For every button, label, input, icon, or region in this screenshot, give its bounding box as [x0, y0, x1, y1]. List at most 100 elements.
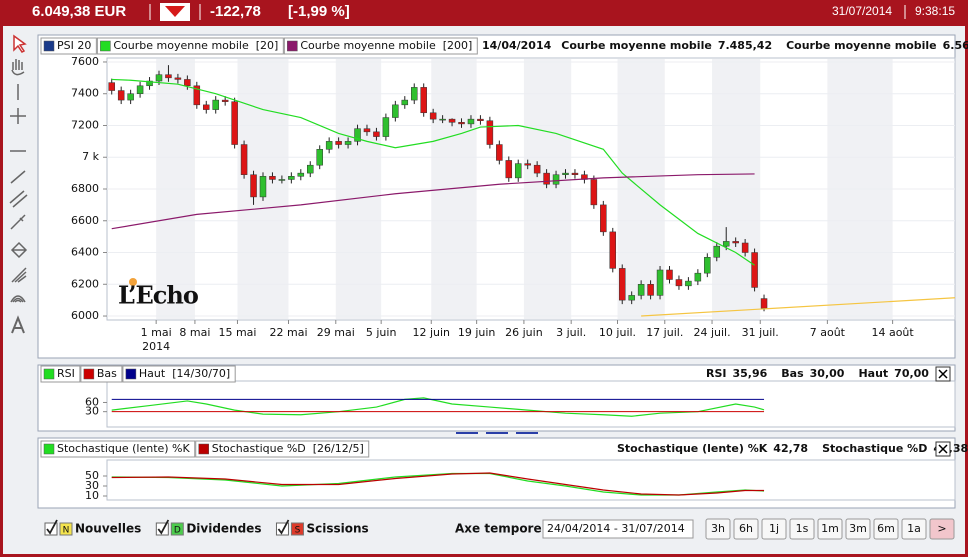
candle-body [666, 269, 673, 280]
candle-body [496, 144, 503, 161]
range-button[interactable] [761, 518, 787, 540]
checkbox-label[interactable]: Dividendes [186, 522, 261, 536]
candle-body [335, 141, 342, 145]
legend-swatch [125, 368, 137, 380]
x-tick-label: 31 juil. [742, 326, 779, 339]
candle-body [127, 93, 134, 101]
candle-body [533, 164, 541, 174]
candle-body [288, 176, 295, 180]
range-button-label[interactable]: 6h [739, 522, 753, 535]
time-axis-input[interactable] [542, 519, 694, 539]
tool-arc[interactable] [10, 295, 26, 303]
candle-body [174, 77, 182, 80]
event-icon-letter: N [63, 526, 70, 536]
legend-label: PSI 20 [57, 39, 91, 52]
legend-swatch [83, 368, 95, 380]
checkmark[interactable] [277, 519, 290, 535]
candle-body [571, 172, 579, 175]
readout-value: 70,00 [894, 367, 929, 380]
legend-item[interactable] [195, 440, 370, 458]
x-tick-label: 10 juil. [599, 326, 636, 339]
candle-body [647, 284, 654, 296]
range-button-label[interactable]: 1a [907, 522, 921, 535]
checkmark[interactable] [46, 519, 58, 535]
tool-hand[interactable] [11, 59, 25, 76]
tool-ray[interactable] [10, 214, 26, 230]
candle-body [231, 101, 238, 145]
range-button-label[interactable]: 3m [849, 522, 867, 535]
checkbox-label[interactable]: Scissions [306, 522, 368, 536]
candle-body [600, 204, 607, 233]
x-tick-label: 7 août [810, 326, 846, 339]
tool-pointer[interactable] [13, 34, 27, 53]
checkmark[interactable] [157, 519, 170, 535]
y-tick-label: 10 [85, 489, 99, 502]
checkbox-label[interactable]: Nouvelles [75, 522, 141, 536]
legend-item[interactable] [40, 440, 196, 458]
tool-channel[interactable] [9, 190, 28, 208]
tool-trend[interactable] [10, 170, 26, 184]
candle-body [486, 120, 494, 145]
legend-item[interactable] [283, 37, 478, 55]
trend-line [641, 297, 955, 317]
candle-body [552, 174, 560, 185]
range-button[interactable] [733, 518, 759, 540]
moving-average [111, 173, 755, 230]
x-tick-label: 19 juin [458, 326, 496, 339]
readout-value: 7.485,42 [718, 39, 772, 52]
close-icon[interactable] [938, 369, 948, 379]
candle-body [429, 112, 437, 120]
tool-text[interactable] [11, 315, 25, 334]
candle-body [165, 74, 172, 79]
change: -122,78 [210, 3, 261, 20]
tool-fan[interactable] [11, 267, 27, 283]
legend-swatch [287, 40, 298, 52]
readout-label: Stochastique (lente) %K [617, 442, 768, 455]
date: 31/07/2014 [832, 4, 892, 18]
range-button[interactable] [873, 518, 899, 540]
candle-body [467, 118, 475, 125]
indicator-line [111, 472, 765, 496]
legend-item[interactable] [40, 37, 97, 55]
readout-value: 42,78 [773, 442, 808, 455]
candle-body [410, 87, 418, 101]
down-arrow [165, 6, 185, 17]
legend-swatch [100, 40, 111, 52]
x-tick-label: 29 mai [317, 326, 355, 339]
range-button[interactable] [789, 518, 815, 540]
candle-body [675, 279, 683, 287]
range-button[interactable] [845, 518, 871, 540]
close-icon[interactable] [938, 444, 948, 454]
time-axis-value[interactable]: 24/04/2014 - 31/07/2014 [547, 522, 685, 535]
legend-item[interactable] [96, 37, 284, 55]
tool-cross[interactable] [10, 108, 26, 124]
legend-label: Haut [14/30/70] [139, 367, 230, 380]
watermark-dot [129, 278, 137, 286]
range-button-label[interactable]: 6m [877, 522, 895, 535]
range-button[interactable] [705, 518, 731, 540]
x-tick-label: 17 juil. [646, 326, 683, 339]
candle-body [637, 284, 645, 296]
y-tick-label: 6400 [71, 246, 99, 259]
range-button[interactable] [817, 518, 843, 540]
candle-body [316, 149, 323, 166]
candle-body [108, 82, 115, 91]
candle-body [117, 90, 125, 101]
range-button[interactable] [929, 518, 955, 540]
range-button-label[interactable]: 1j [769, 522, 779, 535]
range-button-label[interactable]: 1m [821, 522, 839, 535]
tool-shape[interactable] [10, 241, 28, 259]
range-button[interactable] [901, 518, 927, 540]
range-button-label[interactable]: > [937, 522, 946, 535]
x-tick-label: 14 août [871, 326, 914, 339]
range-button-label[interactable]: 1s [796, 522, 809, 535]
legend-label: Courbe moyenne mobile [200] [300, 39, 472, 52]
candle-body [136, 85, 144, 94]
candle-body [184, 79, 191, 87]
legend-item[interactable] [122, 365, 236, 383]
range-button-label[interactable]: 3h [711, 522, 725, 535]
y-tick-label: 6800 [71, 182, 99, 195]
legend-label: RSI [57, 367, 75, 380]
y-tick-label: 7 k [82, 150, 99, 163]
change-pct: [-1,99 %] [288, 3, 350, 20]
